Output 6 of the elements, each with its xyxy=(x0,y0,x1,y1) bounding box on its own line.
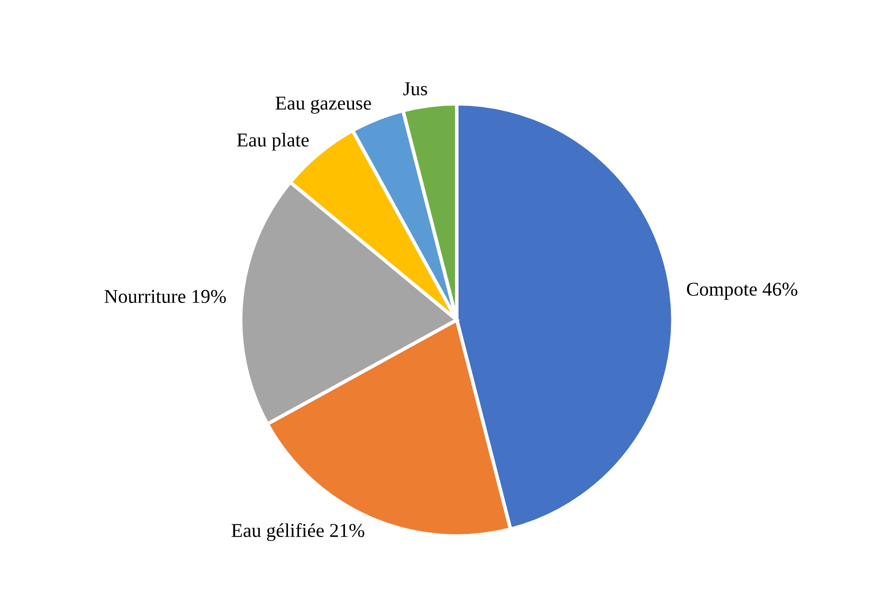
slice-label: Jus xyxy=(403,82,428,96)
slice-label: Compote 46% xyxy=(686,282,798,300)
slice-label: Nourriture 19% xyxy=(104,290,226,304)
slice-label: Eau plate xyxy=(237,132,309,151)
slice-label: Eau gélifiée 21% xyxy=(232,523,364,542)
slice-label: Eau gazeuse xyxy=(276,96,371,114)
